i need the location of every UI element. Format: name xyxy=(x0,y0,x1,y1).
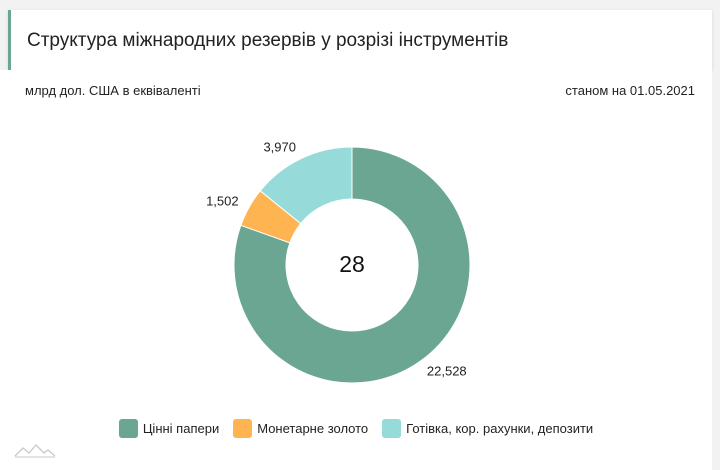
legend-item-cash[interactable]: Готівка, кор. рахунки, депозити xyxy=(382,419,593,438)
legend: Цінні папери Монетарне золото Готівка, кор… xyxy=(0,419,712,438)
slice-cash[interactable] xyxy=(259,146,353,225)
legend-swatch xyxy=(233,419,253,438)
legend-label: Цінні папери xyxy=(142,421,220,436)
legend-item-securities[interactable]: Цінні папери xyxy=(118,419,220,438)
label-securities: 22,528 xyxy=(427,363,467,378)
legend-label: Монетарне золото xyxy=(257,421,369,436)
legend-label: Готівка, кор. рахунки, депозити xyxy=(406,421,594,436)
donut-center-total: 28 xyxy=(339,251,365,277)
chart-header: Структура міжнародних резервів у розрізі… xyxy=(8,10,712,70)
units-label: млрд дол. США в еквіваленті xyxy=(25,83,201,98)
chart-title: Структура міжнародних резервів у розрізі… xyxy=(27,30,509,51)
label-gold: 1,502 xyxy=(206,193,239,208)
mountain-logo-icon xyxy=(14,444,56,458)
slice-securities[interactable] xyxy=(233,146,471,384)
donut-chart: 22,528 1,502 3,970 28 xyxy=(206,140,471,384)
label-cash: 3,970 xyxy=(263,140,296,155)
legend-item-gold[interactable]: Монетарне золото xyxy=(233,419,368,438)
as-of-date-label: станом на 01.05.2021 xyxy=(565,83,695,98)
chart-panel: млрд дол. США в еквіваленті станом на 01… xyxy=(0,70,712,470)
legend-swatch xyxy=(382,419,402,438)
legend-swatch xyxy=(118,419,138,438)
